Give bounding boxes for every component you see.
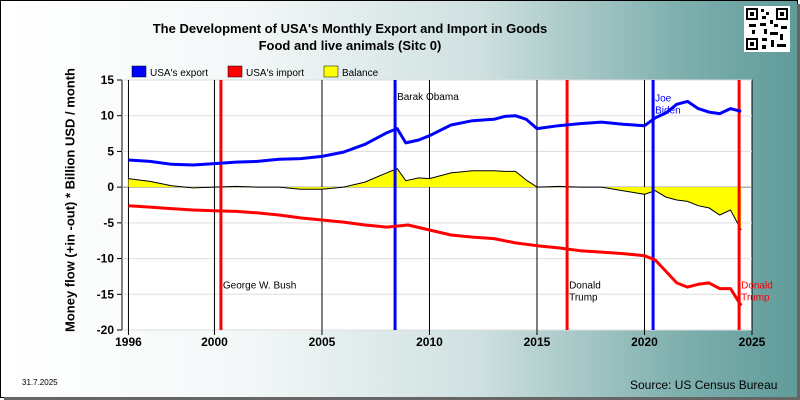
y-tick-label: -5 <box>103 216 114 230</box>
balance-outline <box>128 167 742 231</box>
y-tick-label: -10 <box>97 252 115 266</box>
date-note: 31.7.2025 <box>22 378 58 387</box>
president-label: Donald <box>741 281 773 292</box>
y-axis-ticks: 15 10 5 0 -5 -10 -15 -20 <box>97 73 122 337</box>
chart-title-line1: The Development of USA's Monthly Export … <box>152 21 548 36</box>
president-label: Joe <box>655 93 672 104</box>
y-tick-label: 10 <box>101 109 115 123</box>
chart-title-line2: Food and live animals (Sitc 0) <box>258 38 442 53</box>
frame-shadow-right <box>797 4 800 400</box>
x-tick-label: 2005 <box>309 335 336 349</box>
y-tick-label: -15 <box>97 287 115 301</box>
series-lines <box>128 99 743 307</box>
grid-lines <box>122 79 752 331</box>
president-lines <box>219 80 741 330</box>
legend-label: USA's import <box>246 68 304 79</box>
balance-fill <box>128 168 742 230</box>
x-axis-ticks: 1996 2000 2005 2010 2015 2020 2025 <box>115 330 766 349</box>
frame-shadow-bottom <box>4 397 800 400</box>
legend-swatch <box>227 65 243 78</box>
president-label: George W. Bush <box>223 281 296 292</box>
x-tick-label: 2020 <box>631 335 658 349</box>
president-label: Biden <box>655 105 681 116</box>
legend-swatch <box>131 65 147 78</box>
y-tick-label: 0 <box>107 180 114 194</box>
plot-area <box>121 79 753 331</box>
source-note: Source: US Census Bureau <box>630 378 778 392</box>
president-label: Trump <box>569 293 598 304</box>
y-tick-label: -20 <box>97 323 115 337</box>
president-label: Donald <box>569 281 601 292</box>
x-tick-label: 2000 <box>201 335 228 349</box>
y-tick-label: 5 <box>107 144 114 158</box>
legend-swatch <box>323 65 339 78</box>
x-tick-label: 2015 <box>524 335 551 349</box>
qr-code-icon <box>744 6 790 52</box>
x-tick-label: 2025 <box>739 335 766 349</box>
president-label: Barak Obama <box>397 92 459 103</box>
x-tick-label: 1996 <box>115 335 142 349</box>
legend-label: USA's export <box>150 68 208 79</box>
chart-title: The Development of USA's Monthly Export … <box>100 20 600 54</box>
legend-label: Balance <box>342 68 379 79</box>
x-tick-label: 2010 <box>416 335 443 349</box>
y-axis-label: Money flow (+in -out) * Billion USD / mo… <box>62 68 78 332</box>
president-label: Trump <box>741 293 770 304</box>
export-line <box>128 99 742 167</box>
y-tick-label: 15 <box>101 73 115 87</box>
import-line <box>128 204 743 307</box>
legend: USA's export USA's import Balance <box>131 65 379 79</box>
balance-area <box>128 167 742 231</box>
